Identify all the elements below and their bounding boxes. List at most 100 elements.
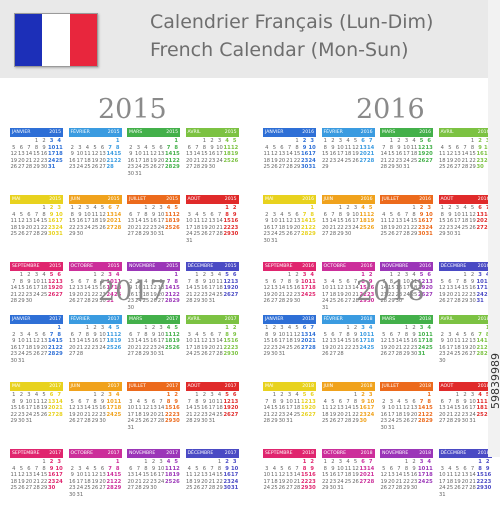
- month-year: 2016: [302, 197, 314, 202]
- day-cell: 22: [344, 344, 352, 351]
- day-cell: 18: [193, 224, 201, 231]
- day-cell: [367, 164, 375, 171]
- day-cell: 31: [135, 170, 142, 177]
- day-cell: 15: [114, 151, 122, 157]
- day-cell: 4: [42, 272, 46, 278]
- day-cell: 26: [417, 157, 426, 164]
- day-cell: [114, 351, 122, 358]
- day-cell: 9: [412, 331, 416, 338]
- day-cell: 30: [68, 491, 76, 498]
- day-cell: 29: [388, 164, 395, 170]
- week-row: 10 11 12 13 14 15 16: [186, 218, 239, 225]
- day-cell: 4: [463, 205, 467, 211]
- day-cell: 29: [438, 231, 446, 237]
- day-cell: 15: [403, 338, 410, 344]
- day-cell: 7: [12, 278, 16, 285]
- day-cell: 20: [300, 338, 309, 344]
- day-cell: 3: [302, 272, 307, 278]
- day-cell: 25: [293, 411, 301, 418]
- month-block: MARS 2018 1 2 3 4 5 6 7 8 9 10 11 12 13 14 15 16 17 18 19 20 2…: [380, 315, 433, 379]
- day-cell: 12: [33, 338, 40, 344]
- day-cell: 5: [440, 278, 444, 285]
- day-cell: 28: [33, 485, 40, 491]
- day-cell: 20: [106, 218, 114, 224]
- day-cell: 13: [425, 144, 433, 151]
- day-cell: 3: [455, 205, 460, 211]
- day-cell: 29: [172, 298, 180, 304]
- day-cell: 15: [425, 405, 433, 411]
- day-cell: 10: [76, 151, 84, 157]
- day-cell: 1: [287, 272, 292, 278]
- day-cell: [476, 231, 484, 238]
- day-cell: 28: [84, 298, 91, 304]
- day-cell: 22: [454, 411, 461, 418]
- day-cell: 19: [300, 405, 309, 411]
- day-cell: 27: [157, 164, 165, 170]
- day-cell: 13: [344, 285, 352, 291]
- month-year: 2017: [49, 451, 61, 456]
- day-cell: 14: [185, 285, 193, 291]
- month-block: OCTOBRE 2015 1 2 3 4 5 6 7 8 9 10 11 12 13 14 15 16 17 18 19…: [68, 262, 122, 326]
- day-cell: 7: [85, 398, 90, 405]
- day-cell: 1: [440, 205, 444, 211]
- month-name: NOVEMBRE: [382, 264, 409, 269]
- day-cell: 18: [438, 157, 446, 164]
- year-label: 2018: [356, 276, 425, 307]
- day-cell: [55, 298, 63, 305]
- day-cell: 11: [135, 405, 142, 411]
- day-cell: 11: [114, 398, 122, 405]
- day-cell: 28: [185, 418, 193, 424]
- day-cell: 4: [144, 278, 148, 285]
- day-cell: 20: [469, 344, 476, 351]
- day-cell: [106, 231, 114, 238]
- month-header: MARS 2016: [380, 128, 433, 137]
- day-cell: 8: [412, 211, 416, 218]
- day-cell: 4: [287, 325, 292, 331]
- day-cell: 17: [157, 218, 165, 224]
- day-cell: 7: [331, 211, 335, 218]
- month-year: 2016: [477, 197, 490, 202]
- day-cell: 7: [310, 325, 314, 331]
- day-cell: 12: [300, 398, 309, 405]
- day-cell: 22: [293, 157, 301, 164]
- day-cell: 4: [280, 211, 284, 218]
- day-cell: 19: [438, 291, 446, 298]
- day-cell: 14: [278, 285, 286, 291]
- day-cell: 27: [337, 418, 344, 424]
- day-cell: 19: [91, 157, 99, 164]
- day-cell: 2: [202, 272, 207, 278]
- day-cell: 4: [12, 211, 16, 218]
- month-year: 2018: [419, 451, 431, 456]
- day-cell: 16: [10, 344, 18, 351]
- day-cell: 15: [359, 285, 367, 291]
- day-cell: 11: [410, 278, 418, 285]
- day-cell: 27: [446, 298, 454, 304]
- day-cell: 11: [223, 144, 231, 151]
- day-cell: 20: [293, 224, 301, 231]
- day-cell: 28: [352, 298, 359, 304]
- day-cell: 26: [47, 291, 56, 298]
- day-cell: 3: [187, 331, 191, 338]
- flag-blue-stripe: [15, 14, 43, 66]
- day-cell: 7: [484, 205, 492, 212]
- day-cell: 21: [417, 411, 426, 418]
- day-cell: 21: [308, 338, 316, 344]
- day-cell: 29: [193, 298, 201, 304]
- day-cell: 17: [18, 344, 25, 351]
- day-cell: 18: [410, 151, 418, 157]
- day-cell: 30: [99, 298, 106, 304]
- day-cell: 21: [84, 291, 91, 298]
- day-cell: 20: [271, 291, 278, 298]
- day-cell: 7: [463, 144, 467, 151]
- day-cell: 24: [55, 224, 63, 231]
- day-cell: 22: [469, 157, 476, 164]
- day-cell: 3: [49, 138, 54, 144]
